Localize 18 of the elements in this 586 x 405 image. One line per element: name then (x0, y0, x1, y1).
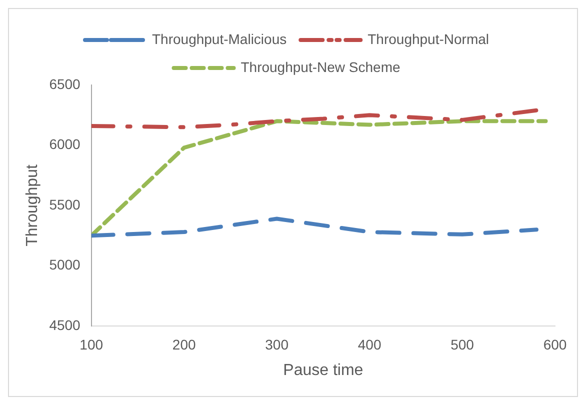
legend-label: Throughput-Normal (368, 30, 490, 47)
y-tick-label: 4500 (49, 316, 81, 333)
y-tick-label: 6500 (49, 76, 81, 92)
line-series (91, 108, 538, 130)
x-tick-label: 500 (450, 336, 474, 352)
y-axis-title: Throughput (24, 164, 42, 246)
x-tick-label: 200 (172, 336, 196, 352)
x-tick-label: 400 (358, 336, 382, 352)
legend-label: Throughput-Malicious (152, 30, 287, 47)
x-axis-title: Pause time (283, 362, 364, 379)
x-tick-label: 600 (543, 336, 567, 352)
legend-label: Throughput-New Scheme (240, 58, 400, 75)
y-tick-label: 5500 (49, 196, 81, 212)
x-tick-label: 300 (265, 336, 289, 352)
y-tick-label: 5000 (49, 256, 81, 273)
line-series (91, 216, 538, 238)
x-tick-label: 100 (80, 336, 104, 352)
y-tick-label: 6000 (49, 136, 81, 152)
